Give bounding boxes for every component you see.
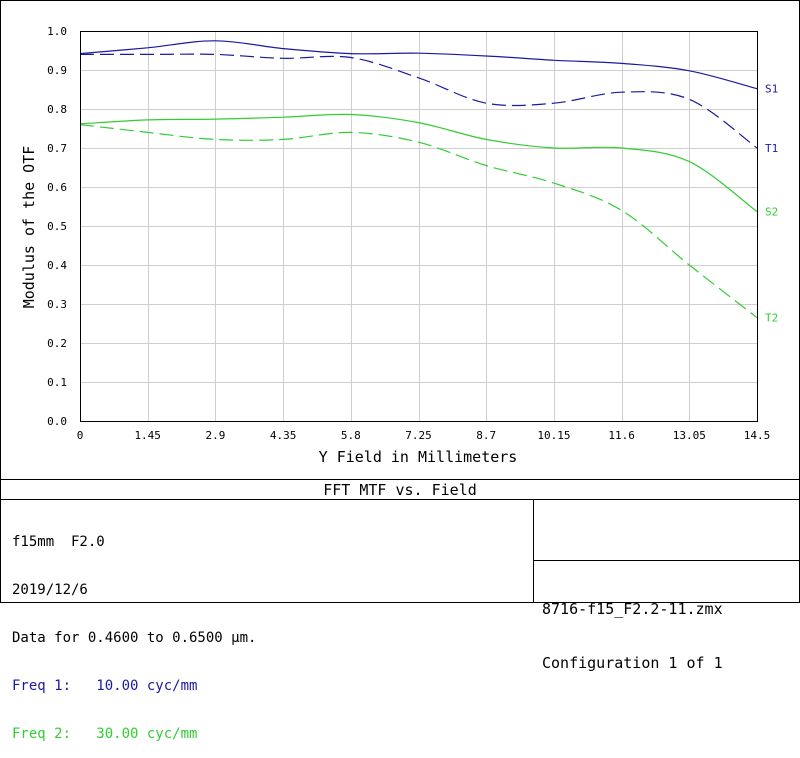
x-axis-title: Y Field in Millimeters — [319, 448, 518, 466]
y-tick-label: 0.7 — [47, 142, 67, 155]
y-tick-label: 0.2 — [47, 337, 67, 350]
x-tick-label: 7.25 — [405, 429, 432, 442]
plot-border — [80, 31, 758, 422]
y-tick-label: 0.4 — [47, 259, 67, 272]
y-tick-label: 0.6 — [47, 181, 67, 194]
x-tick-label: 13.05 — [673, 429, 706, 442]
x-tick-label: 14.5 — [744, 429, 771, 442]
series-label-t2: T2 — [765, 312, 778, 325]
series-label-s1: S1 — [765, 83, 778, 96]
y-tick-label: 0.0 — [47, 415, 67, 428]
chart-title: FFT MTF vs. Field — [323, 481, 477, 499]
series-line-t2 — [79, 124, 758, 319]
series-lines — [79, 40, 758, 319]
file-block: 8716-f15_F2.2-11.zmx Configuration 1 of … — [542, 564, 723, 690]
date: 2019/12/6 — [12, 582, 88, 598]
y-tick-label: 0.3 — [47, 298, 67, 311]
wavelength-range: Data for 0.4600 to 0.6500 µm. — [12, 630, 257, 646]
plot-area: 0 1.45 2.9 4.35 5.8 7.25 8.7 10.15 11.6 13.05 14.5… — [47, 25, 778, 442]
series-line-s2 — [79, 113, 758, 213]
x-tick-label: 5.8 — [341, 429, 361, 442]
freq-2: Freq 2: 30.00 cyc/mm — [12, 726, 198, 742]
series-labels: S1 T1 S2 T2 — [765, 83, 778, 325]
x-tick-label: 0 — [77, 429, 84, 442]
x-tick-labels: 0 1.45 2.9 4.35 5.8 7.25 8.7 10.15 11.6 13.05 14.5 — [77, 429, 771, 442]
series-line-t1 — [79, 53, 758, 149]
x-tick-label: 10.15 — [537, 429, 570, 442]
freq-1: Freq 1: 10.00 cyc/mm — [12, 678, 198, 694]
info-block: f15mm F2.0 2019/12/6 Data for 0.4600 to … — [12, 502, 256, 758]
x-tick-label: 4.35 — [270, 429, 297, 442]
grid — [80, 31, 757, 421]
y-tick-label: 0.9 — [47, 64, 67, 77]
x-tick-label: 8.7 — [476, 429, 496, 442]
y-axis-title: Modulus of the OTF — [20, 146, 38, 309]
series-label-t1: T1 — [765, 142, 778, 155]
series-label-s2: S2 — [765, 206, 778, 219]
y-tick-labels: 0.0 0.1 0.2 0.3 0.4 0.5 0.6 0.7 0.8 0.9 1.0 — [47, 25, 67, 428]
x-tick-label: 11.6 — [608, 429, 635, 442]
y-tick-label: 1.0 — [47, 25, 67, 38]
y-tick-label: 0.8 — [47, 103, 67, 116]
series-line-s1 — [79, 40, 758, 90]
configuration: Configuration 1 of 1 — [542, 654, 723, 672]
mtf-chart-frame: 0 1.45 2.9 4.35 5.8 7.25 8.7 10.15 11.6 13.05 14.5… — [0, 0, 800, 603]
lens-spec: f15mm F2.0 — [12, 534, 105, 550]
y-tick-label: 0.1 — [47, 376, 67, 389]
x-tick-label: 1.45 — [134, 429, 161, 442]
y-tick-label: 0.5 — [47, 220, 67, 233]
x-tick-label: 2.9 — [205, 429, 225, 442]
